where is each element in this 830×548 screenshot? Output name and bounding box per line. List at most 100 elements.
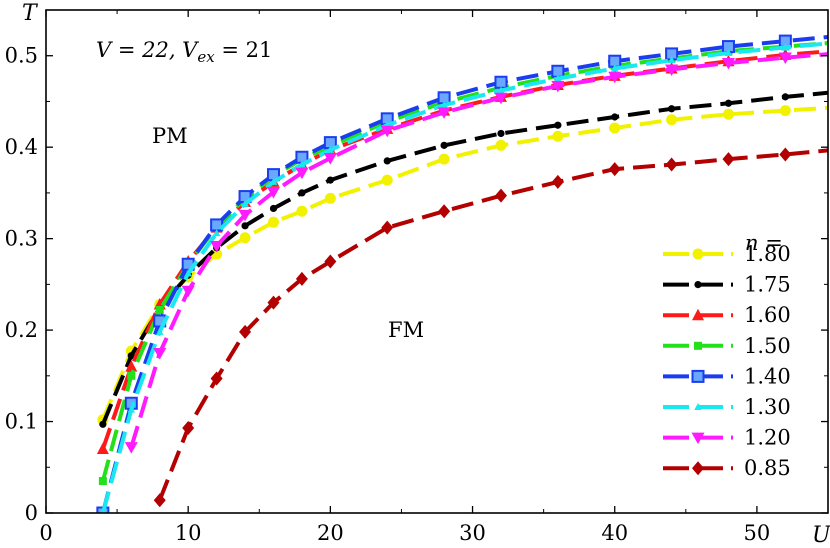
data-point bbox=[440, 101, 448, 109]
data-point bbox=[241, 222, 249, 230]
data-point bbox=[124, 442, 138, 454]
x-tick-label: 30 bbox=[459, 521, 486, 545]
data-point bbox=[494, 188, 507, 203]
legend: n = 1.80 1.75 1.60 1.50 1.40 1.30 1.20 0.85 bbox=[663, 231, 791, 480]
data-point bbox=[437, 107, 451, 119]
data-point bbox=[497, 86, 505, 94]
legend-entry: 1.75 bbox=[663, 273, 791, 297]
data-point bbox=[127, 352, 135, 360]
data-point bbox=[323, 153, 337, 165]
y-tick-label: 0.2 bbox=[5, 318, 38, 342]
data-point bbox=[778, 52, 792, 65]
data-point bbox=[609, 122, 621, 134]
data-point bbox=[665, 64, 679, 76]
series-0.85 bbox=[153, 147, 828, 508]
data-point bbox=[127, 371, 136, 380]
data-point bbox=[495, 139, 507, 151]
data-point bbox=[608, 71, 622, 84]
series-1.30 bbox=[100, 41, 828, 513]
data-point bbox=[155, 305, 164, 314]
data-point bbox=[440, 141, 448, 149]
data-point bbox=[295, 271, 308, 286]
data-point bbox=[269, 204, 278, 213]
data-point bbox=[295, 167, 309, 180]
legend-label: 1.60 bbox=[744, 303, 791, 327]
legend-entry: 1.60 bbox=[663, 303, 791, 327]
series-1.40 bbox=[96, 34, 828, 513]
data-point bbox=[665, 157, 678, 172]
data-point bbox=[724, 99, 733, 107]
legend-marker bbox=[692, 308, 704, 321]
legend-entry: 1.30 bbox=[663, 395, 791, 419]
series-line bbox=[100, 41, 828, 513]
legend-entry: 1.40 bbox=[663, 364, 791, 388]
data-point bbox=[326, 176, 334, 184]
data-point bbox=[239, 324, 252, 339]
data-point bbox=[153, 493, 166, 508]
data-point bbox=[494, 92, 508, 105]
x-tick-label: 0 bbox=[39, 521, 52, 545]
params-annotation: V = 22, Vex = 21 bbox=[96, 38, 272, 66]
pm-region-label: PM bbox=[152, 124, 188, 148]
data-point bbox=[779, 105, 791, 117]
data-point bbox=[267, 216, 279, 228]
data-point bbox=[381, 174, 393, 186]
data-point bbox=[324, 254, 337, 269]
data-point bbox=[100, 509, 106, 513]
series-1.75 bbox=[99, 90, 828, 428]
data-point bbox=[552, 130, 564, 142]
data-point bbox=[781, 93, 789, 101]
data-point bbox=[722, 152, 735, 167]
plot-frame bbox=[45, 9, 829, 514]
legend-marker bbox=[694, 341, 702, 350]
series-line bbox=[101, 49, 828, 450]
legend-entry: 0.85 bbox=[663, 456, 791, 480]
data-point bbox=[99, 420, 107, 428]
series-layer bbox=[96, 34, 828, 513]
data-point bbox=[212, 229, 221, 237]
params-tail: = 21 bbox=[215, 38, 273, 62]
legend-entry: 1.50 bbox=[663, 334, 791, 358]
data-point bbox=[241, 199, 249, 207]
y-tick-label: 0.3 bbox=[5, 227, 38, 251]
data-point bbox=[381, 220, 394, 235]
data-point bbox=[267, 295, 280, 310]
data-point bbox=[269, 177, 278, 185]
data-point bbox=[210, 371, 223, 386]
fm-region-label: FM bbox=[388, 318, 424, 342]
legend-marker bbox=[694, 403, 702, 410]
data-point bbox=[779, 147, 792, 162]
legend-label: 1.50 bbox=[744, 334, 791, 358]
data-point bbox=[724, 48, 733, 56]
data-point bbox=[298, 160, 306, 168]
series-line bbox=[157, 148, 828, 501]
data-point bbox=[781, 43, 790, 51]
data-point bbox=[238, 209, 252, 222]
data-point bbox=[211, 248, 223, 260]
legend-marker bbox=[694, 281, 702, 289]
legend-title: n = bbox=[745, 231, 783, 255]
data-point bbox=[610, 64, 619, 72]
ticks-layer: 0 10 20 30 40 50 0 0.1 0.2 0.3 0.4 0.5 bbox=[5, 9, 828, 545]
data-point bbox=[668, 105, 676, 113]
series-line bbox=[100, 34, 828, 513]
x-tick-label: 10 bbox=[175, 521, 202, 545]
y-tick-label: 0.1 bbox=[5, 410, 38, 434]
data-point bbox=[667, 56, 676, 64]
x-tick-label: 20 bbox=[317, 521, 344, 545]
data-point bbox=[380, 125, 394, 138]
data-point bbox=[324, 192, 336, 204]
data-point bbox=[611, 113, 619, 121]
data-point bbox=[96, 442, 109, 454]
data-point bbox=[554, 121, 562, 129]
data-point bbox=[155, 327, 164, 335]
series-line bbox=[129, 52, 828, 448]
y-tick-label: 0 bbox=[25, 501, 38, 525]
params-main: V = 22, V bbox=[96, 38, 199, 62]
y-tick-label: 0.4 bbox=[5, 135, 38, 159]
legend-label: 1.80 bbox=[744, 242, 791, 266]
legend-marker bbox=[692, 248, 704, 260]
data-point bbox=[125, 360, 138, 372]
legend-label: 1.20 bbox=[744, 426, 791, 450]
legend-label: 1.30 bbox=[744, 395, 791, 419]
